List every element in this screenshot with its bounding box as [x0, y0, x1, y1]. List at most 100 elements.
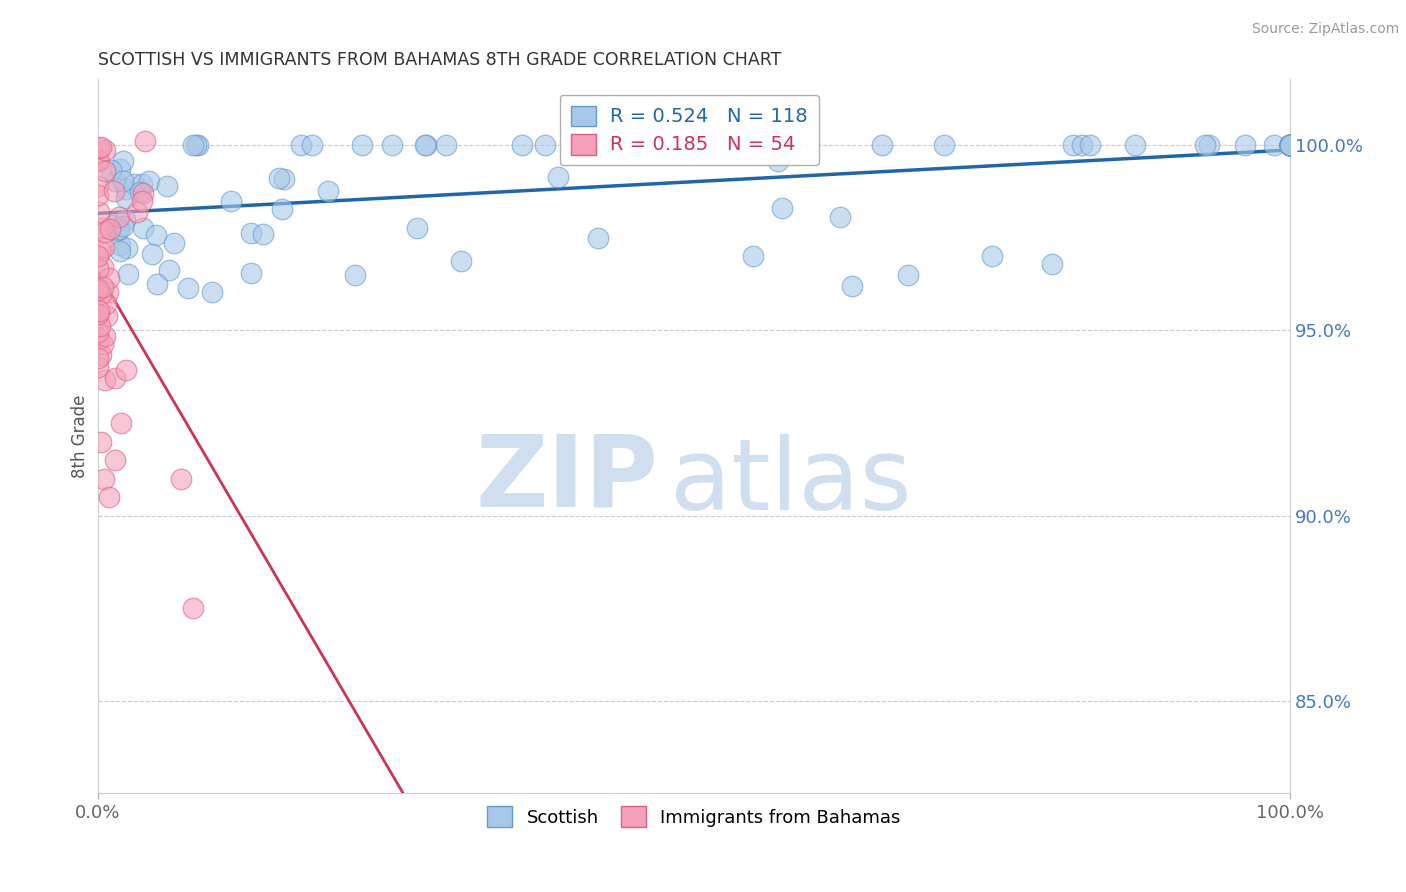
Point	[98, 270, 121, 285]
Point	[1279, 138, 1302, 153]
Point	[510, 138, 533, 153]
Point	[1279, 138, 1302, 153]
Point	[1078, 138, 1101, 153]
Point	[381, 138, 404, 153]
Point	[128, 186, 150, 200]
Text: SCOTTISH VS IMMIGRANTS FROM BAHAMAS 8TH GRADE CORRELATION CHART: SCOTTISH VS IMMIGRANTS FROM BAHAMAS 8TH …	[97, 51, 780, 69]
Point	[1040, 257, 1063, 271]
Point	[114, 191, 136, 205]
Point	[316, 184, 339, 198]
Point	[415, 138, 437, 153]
Point	[301, 138, 323, 153]
Point	[87, 154, 110, 169]
Point	[290, 138, 312, 153]
Point	[1279, 138, 1302, 153]
Point	[96, 285, 118, 300]
Point	[252, 227, 274, 242]
Point	[90, 348, 112, 362]
Point	[671, 138, 693, 153]
Point	[131, 194, 153, 209]
Point	[1279, 138, 1302, 153]
Point	[181, 601, 204, 615]
Point	[163, 236, 186, 251]
Point	[107, 211, 129, 225]
Point	[1279, 138, 1302, 153]
Point	[87, 351, 110, 366]
Point	[90, 434, 112, 449]
Point	[110, 416, 132, 430]
Point	[1279, 138, 1302, 153]
Point	[131, 186, 153, 200]
Point	[90, 221, 112, 235]
Point	[772, 138, 794, 153]
Point	[87, 178, 110, 193]
Point	[181, 138, 204, 153]
Point	[1279, 138, 1302, 153]
Point	[564, 138, 586, 153]
Point	[1279, 138, 1302, 153]
Point	[91, 280, 114, 294]
Point	[100, 163, 122, 178]
Point	[841, 278, 863, 293]
Point	[108, 238, 131, 252]
Point	[350, 138, 373, 153]
Point	[1062, 138, 1084, 153]
Text: atlas: atlas	[669, 434, 911, 531]
Point	[94, 164, 117, 178]
Point	[108, 161, 131, 176]
Point	[108, 244, 131, 258]
Point	[1279, 138, 1302, 153]
Point	[269, 170, 291, 185]
Point	[1279, 138, 1302, 153]
Point	[343, 268, 366, 283]
Point	[1279, 138, 1302, 153]
Legend: Scottish, Immigrants from Bahamas: Scottish, Immigrants from Bahamas	[479, 799, 908, 834]
Point	[547, 169, 569, 184]
Point	[450, 254, 472, 268]
Point	[131, 177, 153, 191]
Point	[1279, 138, 1302, 153]
Point	[103, 184, 125, 198]
Point	[221, 194, 243, 208]
Point	[127, 204, 149, 219]
Point	[87, 307, 110, 321]
Point	[1279, 138, 1302, 153]
Text: ZIP: ZIP	[475, 430, 658, 527]
Point	[1198, 138, 1220, 153]
Point	[87, 153, 110, 167]
Point	[201, 285, 224, 300]
Point	[270, 202, 292, 216]
Point	[115, 363, 138, 377]
Point	[1263, 138, 1285, 153]
Point	[89, 304, 111, 318]
Point	[93, 471, 115, 485]
Point	[96, 297, 118, 311]
Point	[105, 223, 128, 237]
Point	[100, 218, 122, 232]
Point	[1279, 138, 1302, 153]
Point	[157, 263, 180, 277]
Point	[104, 371, 127, 385]
Point	[94, 143, 117, 157]
Y-axis label: 8th Grade: 8th Grade	[72, 394, 89, 477]
Point	[94, 225, 117, 239]
Point	[1194, 138, 1216, 153]
Point	[897, 268, 920, 282]
Point	[1279, 138, 1302, 153]
Point	[115, 241, 138, 255]
Point	[184, 138, 207, 153]
Point	[87, 249, 110, 263]
Point	[87, 283, 110, 297]
Point	[1279, 138, 1302, 153]
Point	[742, 249, 765, 263]
Point	[770, 201, 793, 215]
Point	[239, 266, 262, 280]
Point	[1279, 138, 1302, 153]
Point	[115, 182, 138, 196]
Point	[108, 221, 131, 235]
Point	[1234, 138, 1257, 153]
Point	[187, 138, 209, 153]
Point	[138, 174, 160, 188]
Point	[104, 453, 127, 467]
Point	[89, 141, 111, 155]
